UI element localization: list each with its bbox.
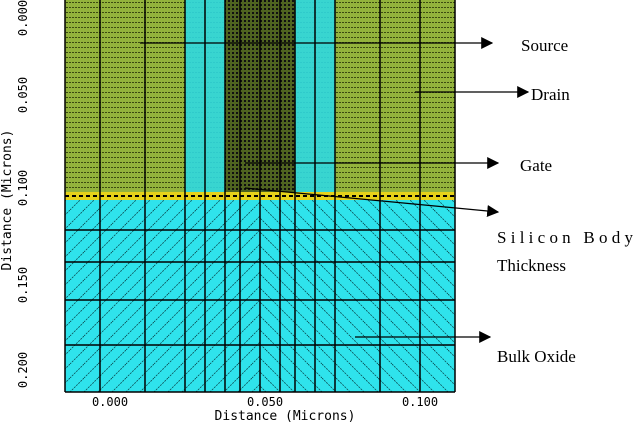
label-silicon-body: Silicon Body	[497, 228, 634, 247]
y-tick-label: 0.100	[16, 170, 30, 206]
y-tick-label: 0.150	[16, 267, 30, 303]
y-axis-label: Distance (Microns)	[0, 130, 15, 271]
x-axis-label: Distance (Microns)	[215, 409, 356, 423]
label-drain: Drain	[531, 85, 570, 104]
x-tick-label: 0.050	[247, 395, 283, 409]
y-tick-label: 0.000	[16, 0, 30, 36]
label-gate: Gate	[520, 156, 552, 175]
x-tick-label: 0.100	[402, 395, 438, 409]
label-thickness: Thickness	[497, 256, 566, 275]
x-tick-label: 0.000	[92, 395, 128, 409]
label-bulk-oxide: Bulk Oxide	[497, 347, 576, 366]
label-source: Source	[521, 36, 568, 55]
figure: Source Drain Gate Silicon Body Thickness…	[0, 0, 637, 423]
mesh	[65, 0, 455, 392]
page: {"plot": {"x_axis": {"label": "Distance …	[0, 0, 637, 423]
y-tick-label: 0.200	[16, 352, 30, 388]
y-tick-label: 0.050	[16, 77, 30, 113]
